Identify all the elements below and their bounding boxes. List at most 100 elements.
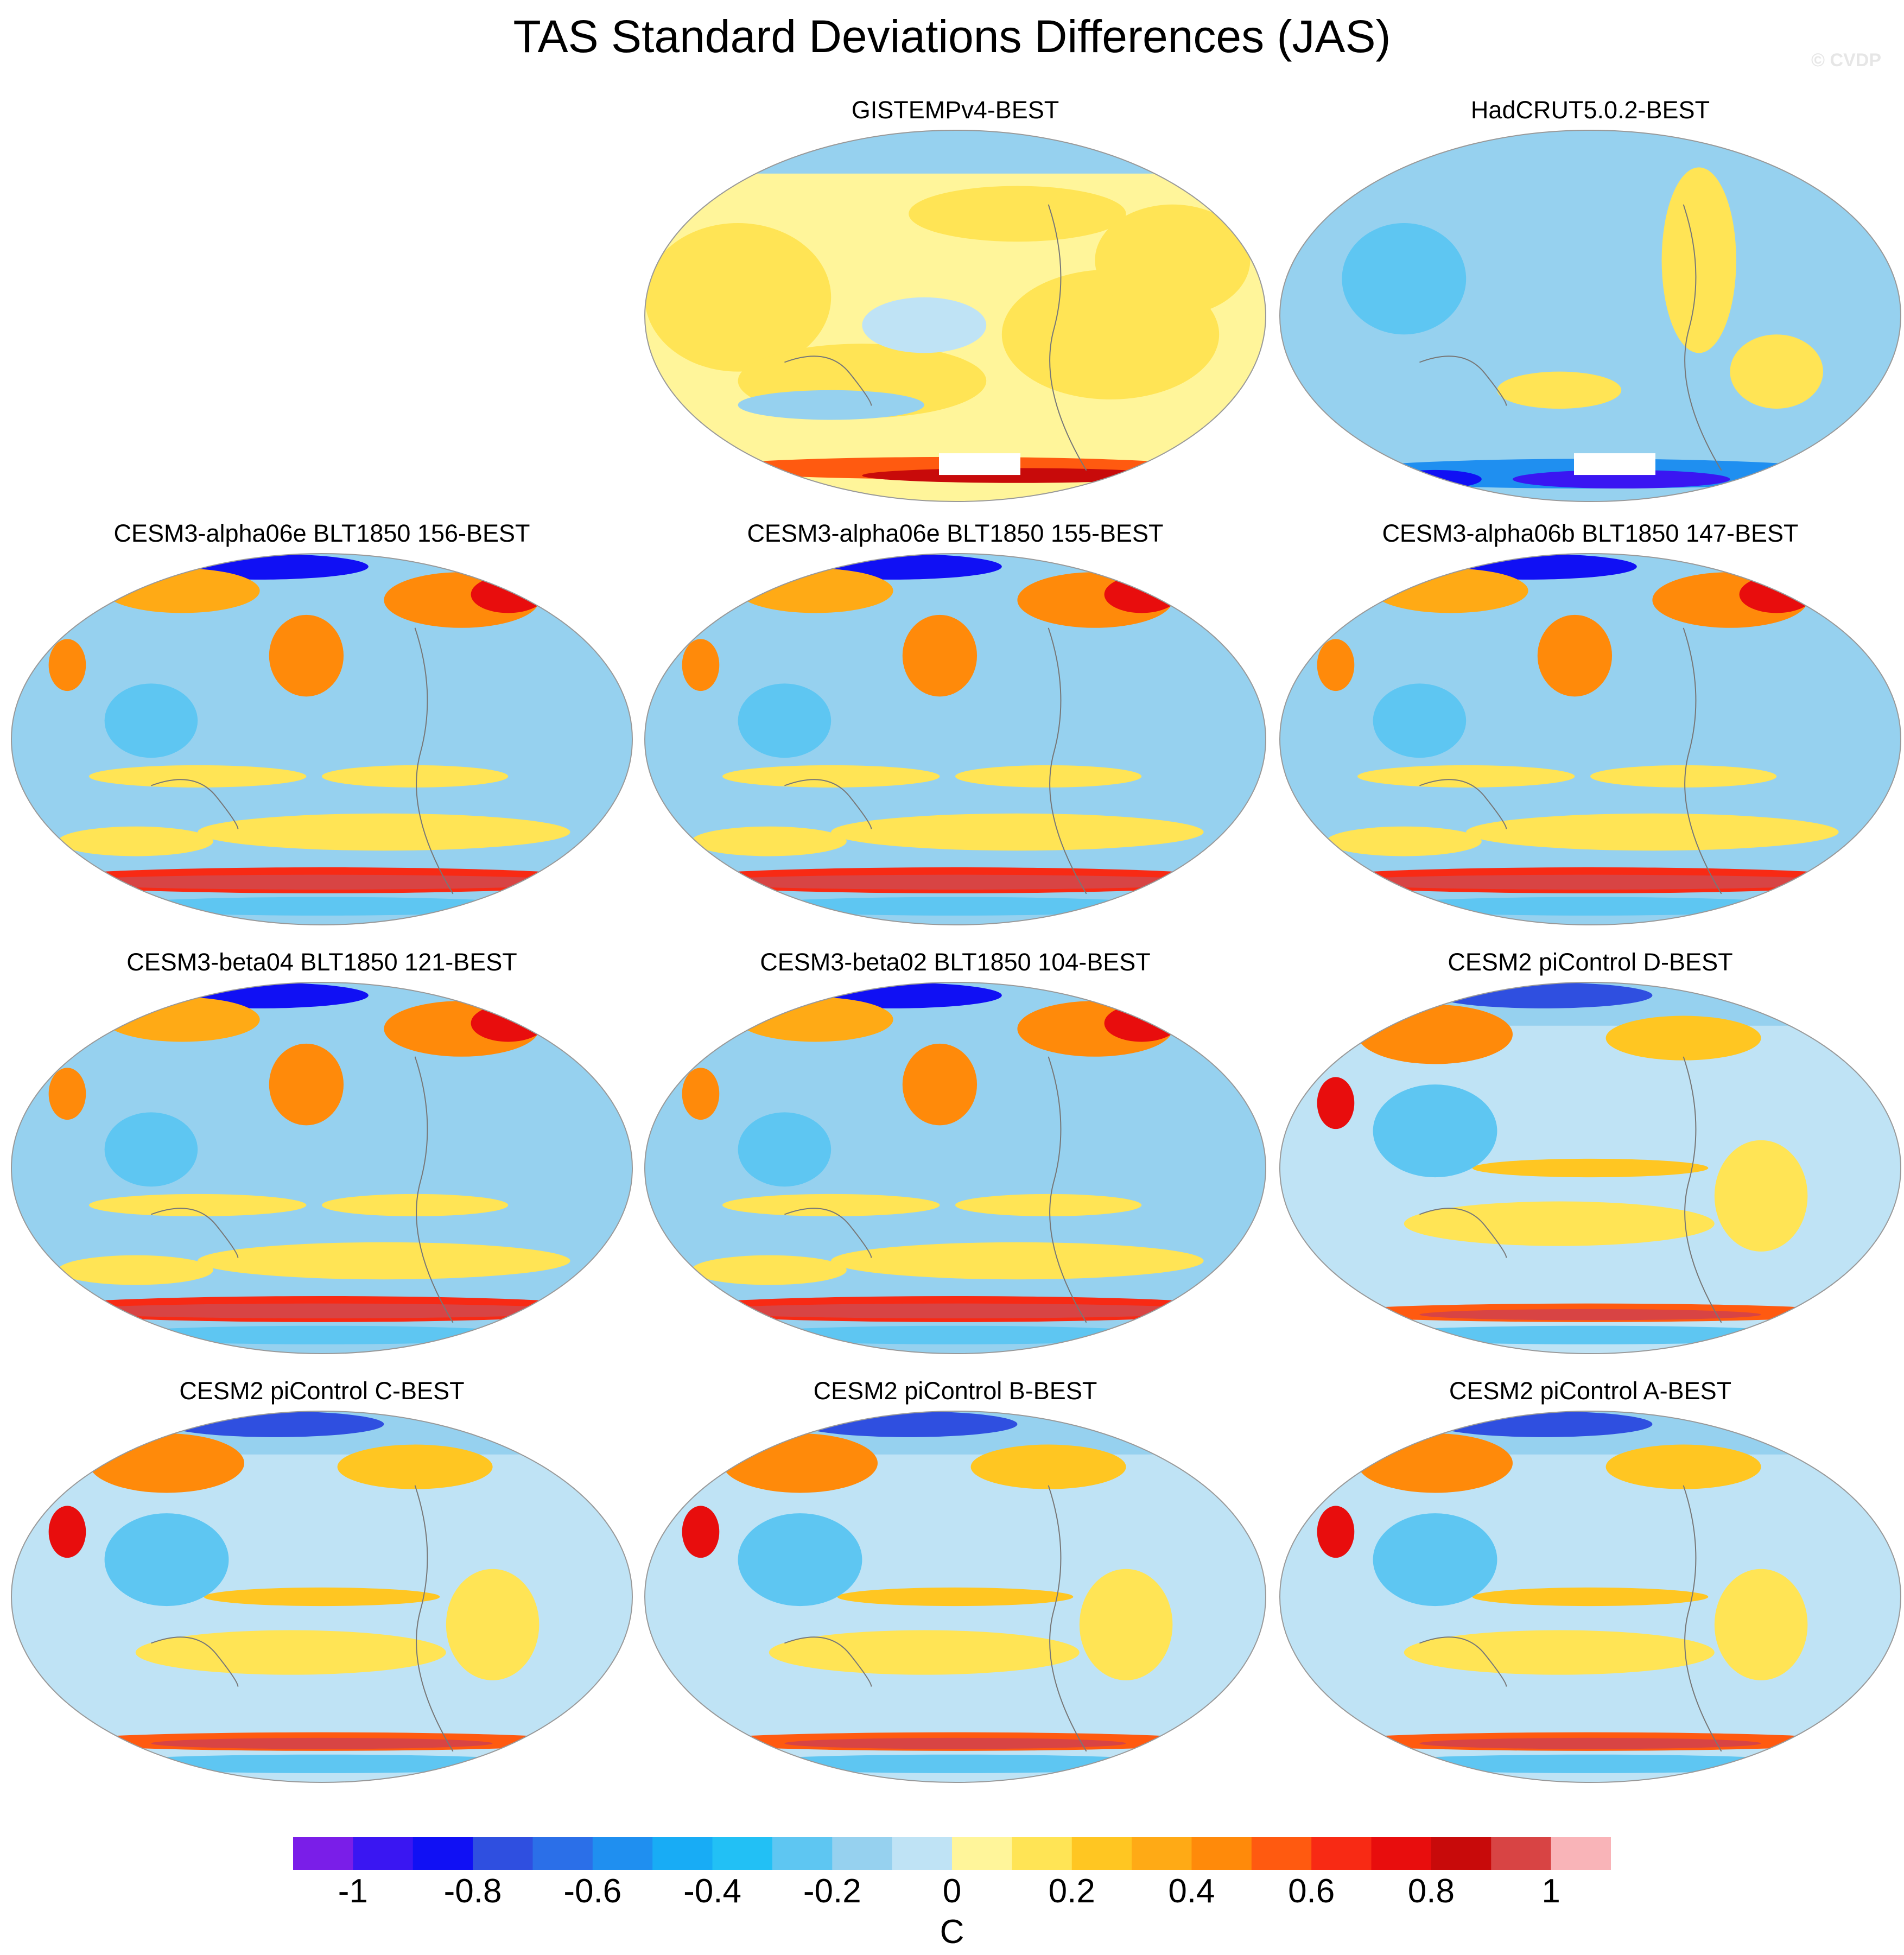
colorbar-swatch bbox=[532, 1837, 593, 1870]
colorbar-swatch bbox=[1071, 1837, 1132, 1870]
anomaly-region bbox=[645, 223, 832, 372]
panel-title: CESM2 piControl D-BEST bbox=[1448, 948, 1733, 976]
anomaly-region bbox=[104, 997, 260, 1042]
colorbar-tick-label: 0.6 bbox=[1288, 1873, 1335, 1910]
coastline bbox=[1683, 1056, 1722, 1323]
anomaly-region bbox=[104, 897, 540, 916]
anomaly-region bbox=[722, 1754, 1188, 1773]
anomaly-region bbox=[862, 297, 987, 353]
anomaly-region bbox=[1373, 683, 1467, 758]
anomaly-region bbox=[337, 1444, 493, 1489]
anomaly-region bbox=[1104, 576, 1179, 613]
anomaly-region bbox=[1435, 982, 1653, 1008]
anomaly-region bbox=[831, 1242, 1204, 1280]
panel-title: GISTEMPv4-BEST bbox=[851, 96, 1059, 124]
colorbar-swatch bbox=[892, 1837, 953, 1870]
anomaly-region bbox=[48, 1068, 86, 1120]
anomaly-region bbox=[1104, 1005, 1179, 1042]
anomaly-region bbox=[204, 1587, 440, 1607]
map-field bbox=[11, 553, 633, 925]
anomaly-region bbox=[1317, 639, 1355, 691]
colorbar-swatch bbox=[712, 1837, 773, 1870]
anomaly-region bbox=[1590, 765, 1777, 788]
anomaly-region bbox=[135, 1630, 446, 1675]
anomaly-region bbox=[1472, 1158, 1709, 1178]
anomaly-region bbox=[1326, 826, 1482, 856]
coastline bbox=[1419, 1208, 1507, 1258]
anomaly-region bbox=[58, 1303, 586, 1319]
coastline bbox=[1683, 627, 1722, 894]
coastline bbox=[784, 1636, 872, 1687]
anomaly-region bbox=[738, 897, 1173, 916]
colorbar-swatch bbox=[1431, 1837, 1492, 1870]
anomaly-region bbox=[1404, 1630, 1715, 1675]
map-outline bbox=[1279, 1411, 1901, 1783]
panel-title: CESM3-alpha06e BLT1850 156-BEST bbox=[113, 519, 530, 547]
anomaly-region bbox=[970, 1444, 1126, 1489]
anomaly-region bbox=[198, 1242, 570, 1280]
panel-title: CESM2 piControl C-BEST bbox=[179, 1377, 465, 1405]
anomaly-region bbox=[167, 1411, 384, 1437]
anomaly-region bbox=[691, 1255, 847, 1285]
anomaly-region bbox=[691, 1303, 1220, 1319]
map-panel: CESM2 piControl A-BEST bbox=[1278, 1376, 1902, 1821]
anomaly-region bbox=[1435, 1411, 1653, 1437]
anomaly-region bbox=[1739, 576, 1814, 613]
anomaly-region bbox=[1730, 334, 1823, 409]
anomaly-region bbox=[1714, 1569, 1808, 1680]
anomaly-region bbox=[738, 390, 924, 420]
anomaly-region bbox=[769, 1630, 1080, 1675]
anomaly-region bbox=[955, 1194, 1142, 1216]
colorbar-tick-label: 0.2 bbox=[1048, 1873, 1095, 1910]
anomaly-region bbox=[1373, 1084, 1497, 1178]
map-panel: CESM2 piControl D-BEST bbox=[1278, 947, 1902, 1392]
anomaly-region bbox=[682, 639, 720, 691]
coastline bbox=[151, 779, 239, 829]
anomaly-region bbox=[800, 1411, 1018, 1437]
anomaly-region bbox=[955, 765, 1142, 788]
coastline bbox=[1048, 1056, 1087, 1323]
anomaly-region bbox=[1317, 1506, 1355, 1558]
colorbar-swatch bbox=[1551, 1837, 1611, 1870]
anomaly-region bbox=[1373, 1513, 1497, 1607]
map-field bbox=[644, 130, 1266, 502]
coastline bbox=[1419, 356, 1507, 406]
colorbar-swatch bbox=[293, 1837, 353, 1870]
map-field bbox=[1279, 1411, 1901, 1783]
anomaly-region bbox=[837, 1587, 1074, 1607]
anomaly-region bbox=[1419, 1737, 1761, 1749]
colorbar-swatch bbox=[1371, 1837, 1432, 1870]
colorbar-tick-label: 1 bbox=[1541, 1873, 1560, 1910]
anomaly-region bbox=[1357, 1325, 1823, 1344]
anomaly-region bbox=[1342, 223, 1467, 335]
coastline bbox=[1048, 627, 1087, 894]
map-field bbox=[1279, 553, 1901, 925]
map-outline bbox=[644, 1411, 1266, 1783]
colorbar-swatch bbox=[832, 1837, 893, 1870]
anomaly-region bbox=[682, 1506, 720, 1558]
anomaly-region bbox=[784, 1737, 1126, 1749]
anomaly-region bbox=[738, 1325, 1173, 1344]
map-panel: CESM2 piControl C-BEST bbox=[10, 1376, 634, 1821]
map-field bbox=[644, 553, 1266, 925]
colorbar-swatch bbox=[772, 1837, 833, 1870]
coastline bbox=[1048, 204, 1087, 471]
colorbar-swatch bbox=[952, 1837, 1012, 1870]
colorbar-swatch bbox=[1132, 1837, 1192, 1870]
map-panel: CESM3-alpha06e BLT1850 155-BEST bbox=[643, 518, 1267, 963]
colorbar-tick-label: -0.6 bbox=[563, 1873, 622, 1910]
anomaly-region bbox=[1466, 813, 1839, 851]
anomaly-region bbox=[1605, 1444, 1761, 1489]
anomaly-region bbox=[446, 1569, 540, 1680]
colorbar-swatch bbox=[1191, 1837, 1252, 1870]
coastline bbox=[1683, 1485, 1722, 1752]
map-outline bbox=[11, 1411, 633, 1783]
colorbar-swatch bbox=[1251, 1837, 1312, 1870]
anomaly-region bbox=[1537, 614, 1613, 697]
anomaly-region bbox=[1472, 1587, 1709, 1607]
colorbar-swatch bbox=[652, 1837, 713, 1870]
anomaly-region bbox=[89, 765, 307, 788]
colorbar-tick-label: -0.4 bbox=[683, 1873, 741, 1910]
colorbar-tick-label: 0.4 bbox=[1168, 1873, 1215, 1910]
anomaly-region bbox=[1605, 1015, 1761, 1061]
